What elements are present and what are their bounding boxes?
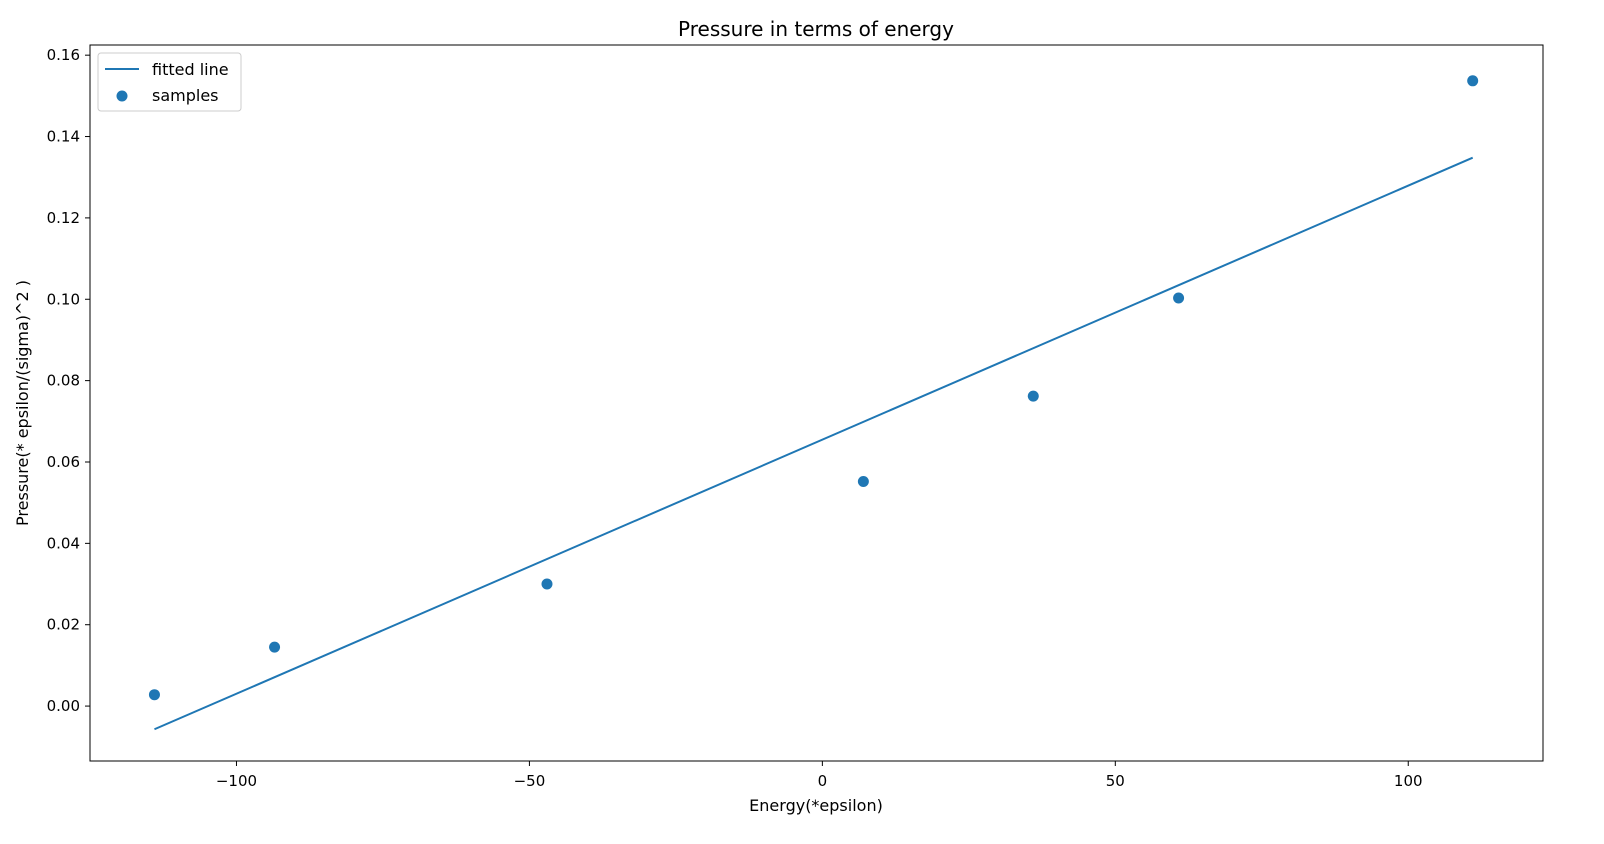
sample-point — [1467, 75, 1479, 87]
legend-box — [97, 52, 242, 112]
sample-point — [269, 641, 281, 653]
sample-point — [1027, 390, 1039, 402]
x-axis-label: Energy(*epsilon) — [749, 796, 883, 815]
sample-point — [857, 476, 869, 488]
x-tick-label: 100 — [1394, 772, 1423, 790]
sample-point — [541, 578, 553, 590]
sample-point — [148, 689, 160, 701]
chart-title: Pressure in terms of energy — [678, 17, 954, 41]
y-tick-label: 0.12 — [47, 209, 80, 227]
y-tick-label: 0.16 — [47, 46, 80, 64]
sample-point — [1173, 292, 1185, 304]
axes-frame — [89, 44, 1544, 762]
legend-marker-swatch — [116, 90, 128, 102]
y-tick-label: 0.04 — [47, 534, 80, 552]
y-tick-label: 0.10 — [47, 290, 80, 308]
x-tick-label: 50 — [1106, 772, 1125, 790]
x-axis: −100 −50 0 50 100 — [216, 761, 1423, 790]
y-tick-label: 0.02 — [47, 616, 80, 634]
x-tick-label: 0 — [818, 772, 828, 790]
fitted-line — [154, 156, 1474, 731]
y-axis: 0.00 0.02 0.04 0.06 0.08 0.10 0.12 0.14 0.16 — [47, 46, 90, 715]
legend-label-fitted-line: fitted line — [152, 60, 229, 79]
y-tick-label: 0.00 — [47, 697, 80, 715]
y-tick-label: 0.08 — [47, 372, 80, 390]
legend-label-samples: samples — [152, 86, 219, 105]
x-tick-label: −100 — [216, 772, 257, 790]
x-tick-label: −50 — [514, 772, 546, 790]
y-tick-label: 0.06 — [47, 453, 80, 471]
y-axis-label: Pressure(* epsilon/(sigma)^2 ) — [13, 280, 32, 526]
legend: fitted line samples — [97, 52, 242, 112]
plot-area — [148, 75, 1479, 731]
y-tick-label: 0.14 — [47, 128, 80, 146]
